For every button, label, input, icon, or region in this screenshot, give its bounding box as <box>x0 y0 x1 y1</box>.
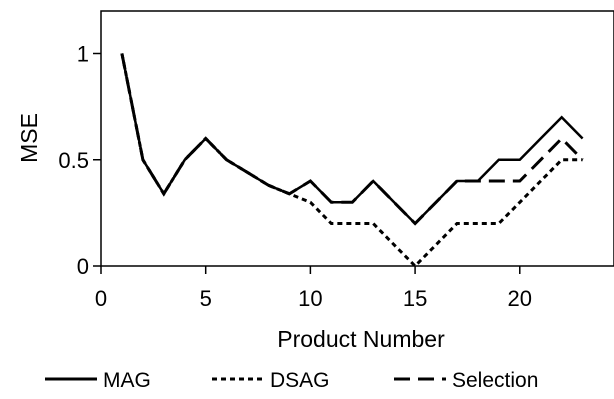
x-tick-label: 10 <box>298 286 322 311</box>
x-axis-title: Product Number <box>277 326 445 352</box>
y-axis-title: MSE <box>16 113 42 163</box>
y-tick-label: 0 <box>77 254 89 279</box>
series-line-selection <box>120 53 584 226</box>
x-tick-label: 20 <box>508 286 532 311</box>
legend-label-mag: MAG <box>103 369 151 392</box>
y-tick-label: 0.5 <box>58 148 89 173</box>
x-tick-label: 5 <box>200 286 212 311</box>
plot-frame <box>100 10 614 267</box>
legend-label-selection: Selection <box>452 369 538 392</box>
x-tick-label: 15 <box>403 286 427 311</box>
legend-label-dsag: DSAG <box>270 369 330 392</box>
x-tick-label: 0 <box>95 286 107 311</box>
series-line-mag <box>120 53 584 226</box>
legend: MAG DSAG Selection <box>45 369 538 392</box>
y-tick-label: 1 <box>77 42 89 67</box>
